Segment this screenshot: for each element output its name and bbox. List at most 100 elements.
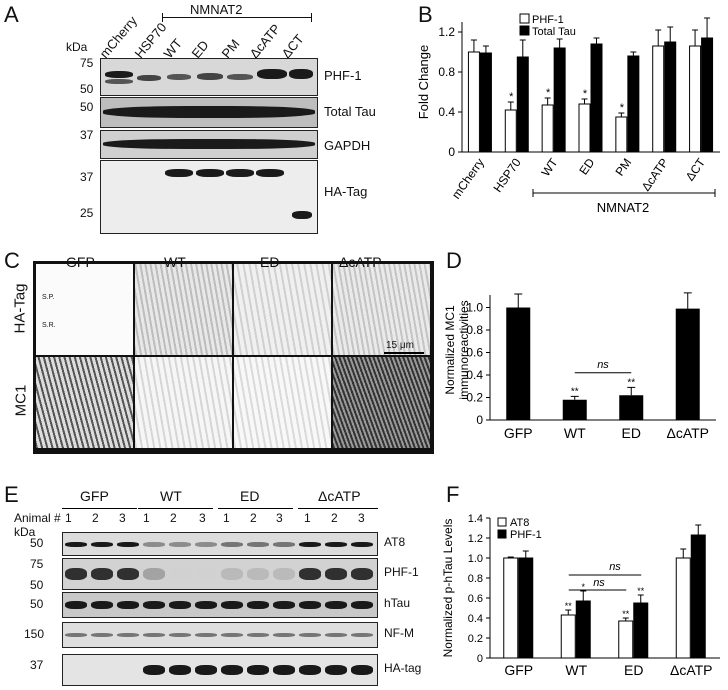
bar (578, 103, 591, 153)
blot-band (247, 665, 269, 675)
blot-label-a-total-tau: Total Tau (324, 104, 376, 119)
micrograph-column-label: ΔcATP (339, 254, 382, 270)
sp-label: S.P. (42, 294, 55, 301)
blot-label-e: hTau (384, 596, 411, 610)
lane-label-a: ΔCT (278, 31, 307, 61)
y-tick-label: 0.2 (466, 391, 483, 405)
y-tick-label: 0 (477, 653, 483, 665)
blot-a-gapdh (100, 130, 318, 159)
marker-e: 50 (30, 578, 44, 592)
significance-mark: * (620, 102, 625, 114)
blot-band (221, 665, 243, 675)
x-tick-label: ED (624, 662, 643, 678)
y-tick-label: 0.2 (468, 633, 483, 645)
blot-band (247, 568, 269, 580)
blot-a-phf1 (100, 58, 318, 96)
panel-letter-e: E (4, 482, 19, 507)
blot-label-e: AT8 (384, 535, 406, 549)
significance-mark: * (583, 88, 588, 100)
legend-swatch-at8 (497, 517, 507, 527)
chart-f: 0 0.2 0.4 0.6 0.8 1.0 1.2 1.4 Normalized p-hTau … (441, 513, 720, 678)
panel-letter-c: C (4, 248, 20, 273)
micrograph-row-label: MC1 (12, 384, 30, 417)
blot-band (195, 633, 217, 637)
bar (560, 614, 576, 659)
significance-mark: ** (571, 386, 579, 397)
significance-mark: ** (565, 601, 573, 611)
blot-label-e: PHF-1 (384, 565, 419, 579)
bar (506, 307, 531, 420)
y-tick-label: 0.4 (438, 105, 455, 119)
nmnat2-bracket (162, 17, 312, 18)
blot-e-nf-m (62, 622, 378, 648)
ns-label: ns (593, 577, 605, 589)
blot-band (299, 665, 321, 675)
blot-band (247, 601, 269, 609)
blot-band (65, 601, 87, 609)
blot-band (325, 541, 347, 547)
bar (467, 51, 480, 153)
blot-band (221, 633, 243, 637)
legend-label-total-tau: Total Tau (532, 26, 576, 38)
legend-swatch-total-tau (519, 25, 530, 36)
blot-band (247, 633, 269, 637)
y-tick-label: 1.0 (468, 553, 483, 565)
marker-a-ha-37: 37 (80, 170, 94, 184)
blot-band (91, 633, 113, 637)
y-tick-label: 0.6 (466, 346, 483, 360)
bar (479, 52, 492, 153)
panel-letter-d: D (446, 248, 462, 273)
y-tick-label: 0.8 (468, 573, 483, 585)
animal-number: 3 (119, 511, 126, 525)
y-tick-label: 0.8 (438, 65, 455, 79)
blot-band (195, 541, 217, 547)
bar (615, 116, 628, 153)
blot-band (91, 541, 113, 547)
y-axis-label-line1: Normalized MC1 (443, 305, 457, 395)
x-tick-label: mCherry (449, 156, 487, 202)
blot-band (169, 665, 191, 675)
micrograph-column-label: WT (164, 254, 186, 270)
panel-letter-b: B (418, 2, 433, 27)
blot-band (169, 541, 191, 547)
micrograph-column-label: ED (260, 254, 280, 270)
x-tick-label: GFP (504, 425, 533, 441)
x-tick-label: WT (565, 662, 587, 678)
blot-band (325, 665, 347, 675)
bar (503, 557, 519, 659)
blot-band (143, 601, 165, 609)
blot-e-phf-1 (62, 558, 378, 590)
blot-band (273, 541, 295, 547)
legend-label-at8: AT8 (510, 517, 529, 529)
sr-label: S.R. (42, 322, 56, 329)
significance-mark: ** (622, 609, 630, 619)
blot-band (117, 568, 139, 580)
blot-band (169, 568, 191, 580)
scale-bar (384, 352, 424, 354)
y-tick-label: 1.4 (468, 513, 483, 525)
blot-band (247, 541, 269, 547)
y-tick-label: 0 (476, 413, 483, 427)
animal-number: 2 (250, 511, 257, 525)
micrograph-row-label: HA-Tag (11, 283, 29, 334)
group-underline-e (218, 508, 293, 509)
panel-letter-a: A (4, 2, 19, 27)
blot-label-e: HA-tag (384, 661, 422, 675)
bar (541, 104, 554, 153)
y-tick-label: 1.2 (468, 533, 483, 545)
animal-number: 1 (143, 511, 150, 525)
blot-band (351, 541, 373, 547)
blot-band (117, 541, 139, 547)
bar (553, 47, 566, 153)
y-axis-label-line2: immunoreactivities (457, 300, 471, 399)
blot-band (65, 633, 87, 637)
y-tick-label: 1.2 (438, 25, 455, 39)
animal-number: 3 (199, 511, 206, 525)
group-label-e: ΔcATP (318, 488, 361, 504)
marker-e: 37 (30, 658, 44, 672)
bar (690, 534, 706, 659)
bar (504, 109, 517, 153)
y-tick-label: 0.8 (466, 323, 483, 337)
chart-b: 0 0.4 0.8 1.2 Fold Change mCherry * HSP70 * WT * ED… (416, 13, 720, 215)
bar (633, 602, 649, 659)
